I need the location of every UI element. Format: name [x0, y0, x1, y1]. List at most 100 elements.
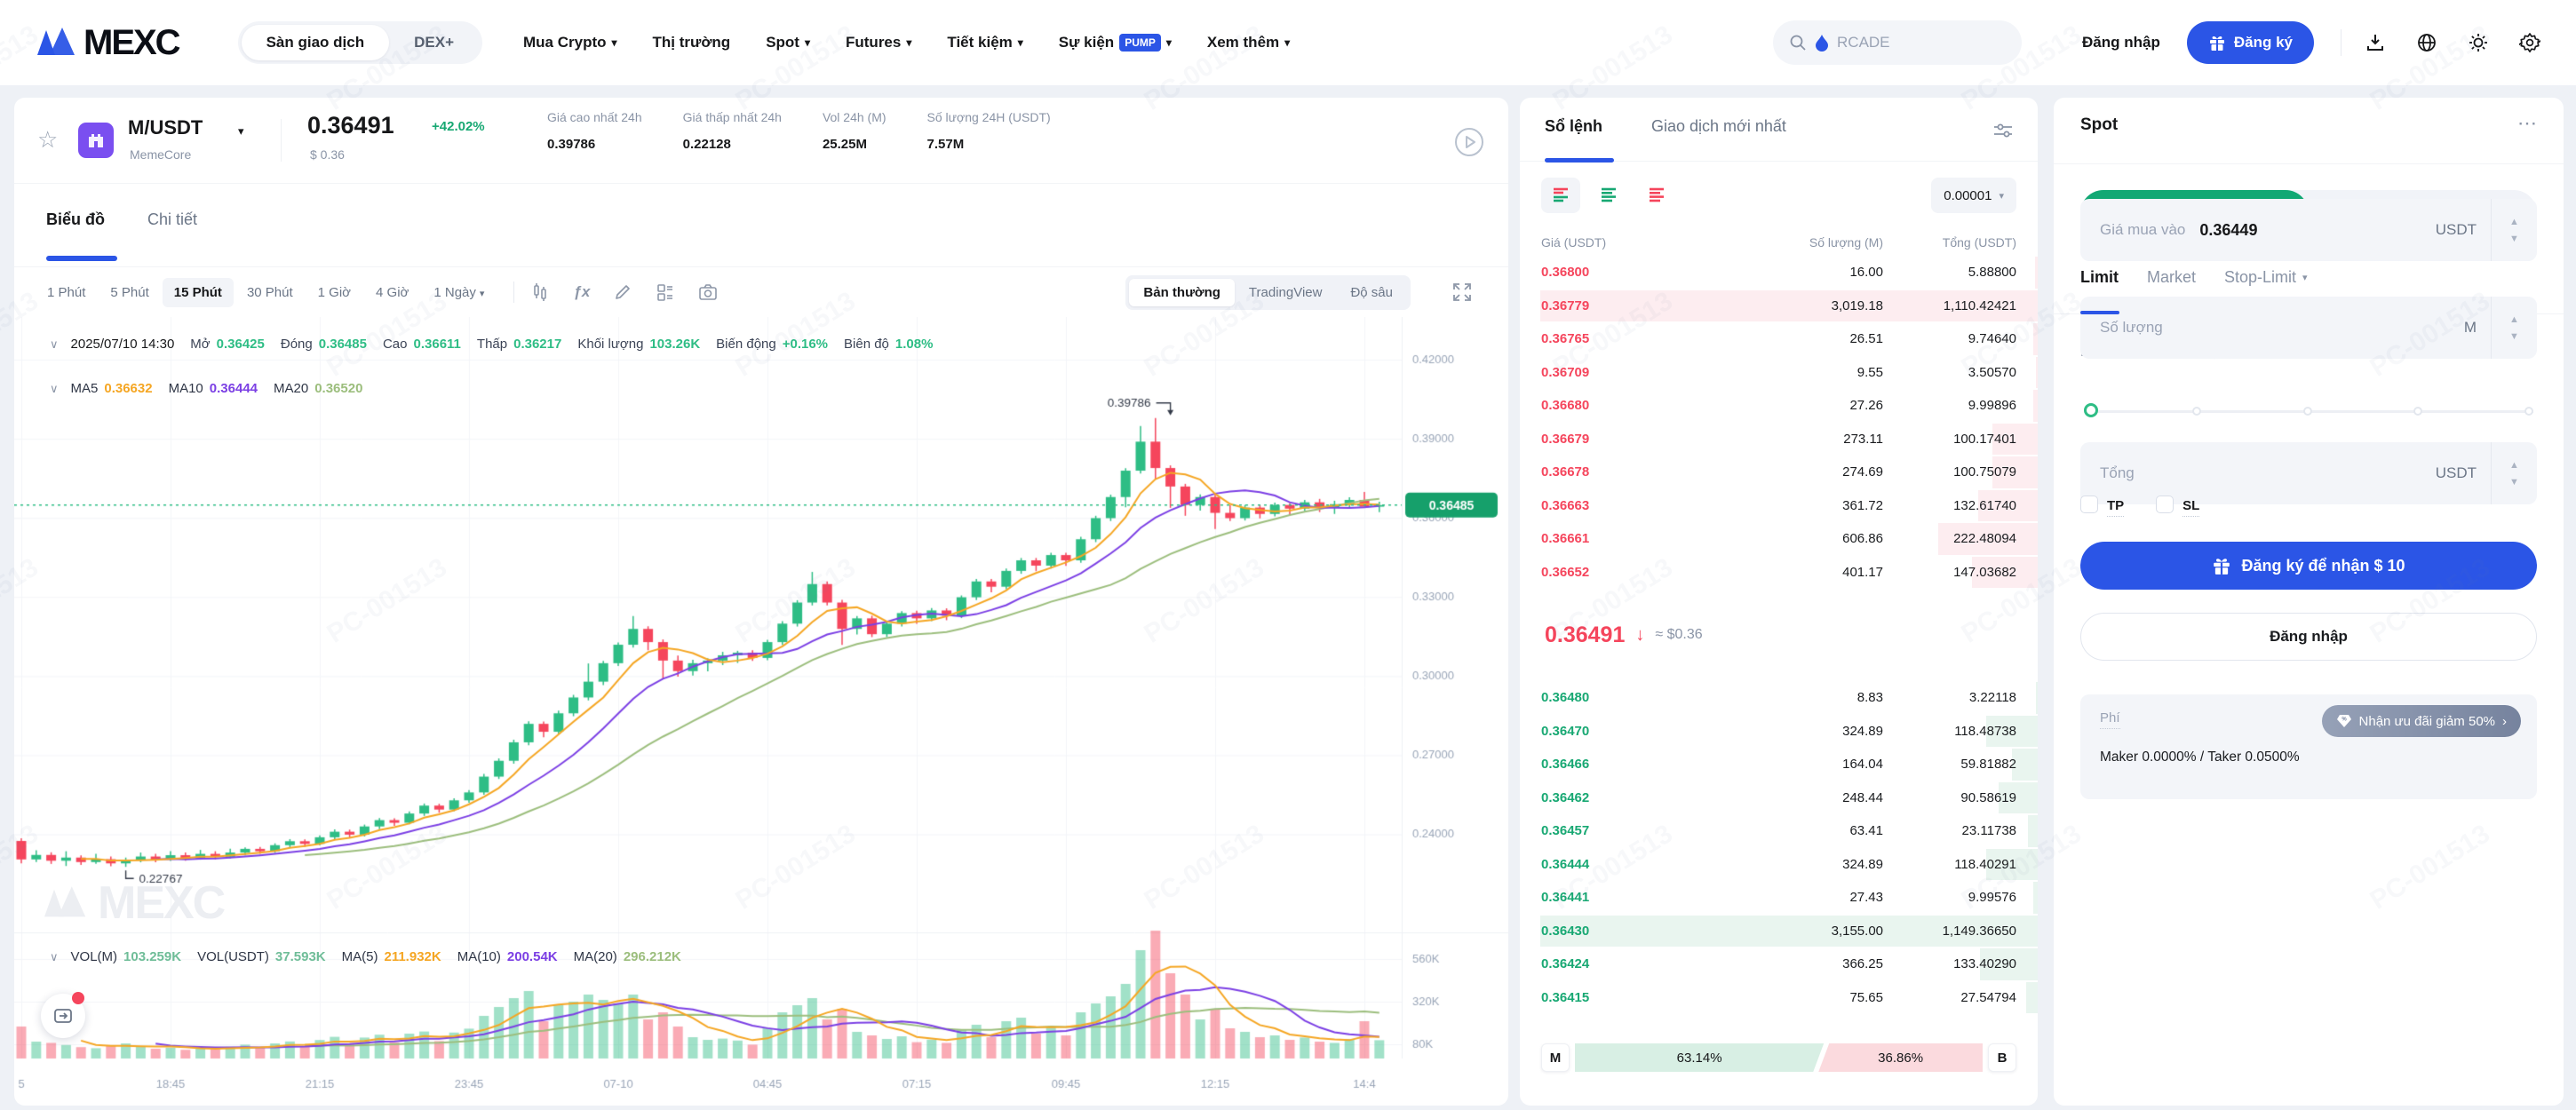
- bid-row-0[interactable]: 0.36480 8.83 3.22118: [1520, 681, 2038, 715]
- ask-row-4[interactable]: 0.36680 27.26 9.99896: [1520, 389, 2038, 423]
- total-field-label: Tổng: [2100, 464, 2135, 481]
- nav-item-2[interactable]: Spot ▾: [766, 34, 810, 52]
- slider-dot-25[interactable]: [2192, 407, 2201, 416]
- candlestick-chart[interactable]: ∨ 2025/07/10 14:30 Mở 0.36425 Đóng 0.36485 C…: [14, 317, 1508, 1106]
- bid-row-5[interactable]: 0.36444 324.89 118.40291: [1520, 848, 2038, 882]
- tutorial-play-icon[interactable]: [1453, 126, 1485, 158]
- ask-row-8[interactable]: 0.36661 606.86 222.48094: [1520, 522, 2038, 556]
- nav-item-6[interactable]: Xem thêm ▾: [1207, 34, 1290, 52]
- timeframe-label: 5 Phút: [110, 284, 149, 300]
- bid-row-6[interactable]: 0.36441 27.43 9.99576: [1520, 881, 2038, 915]
- replay-button[interactable]: [41, 992, 85, 1038]
- slider-dot-100[interactable]: [2524, 407, 2533, 416]
- bid-row-7[interactable]: 0.36430 3,155.00 1,149.36650: [1520, 915, 2038, 948]
- tab-dex-plus[interactable]: DEX+: [414, 34, 454, 51]
- nav-item-4[interactable]: Tiết kiệm ▾: [947, 34, 1022, 52]
- screenshot-camera-icon[interactable]: [698, 282, 718, 302]
- tab-bieu-do[interactable]: Biểu đồ: [46, 210, 105, 228]
- pair-dropdown-caret[interactable]: ▾: [238, 124, 244, 138]
- tab-stop-limit[interactable]: Stop-Limit ▾: [2224, 268, 2308, 286]
- slider-dot-50[interactable]: [2303, 407, 2312, 416]
- quantity-stepper[interactable]: ▲ ▼: [2491, 297, 2537, 359]
- order-price: 0.36652: [1541, 564, 1590, 580]
- timeframe-1-Ngày[interactable]: 1 Ngày ▾: [422, 278, 496, 307]
- download-app-icon[interactable]: [2365, 32, 2386, 53]
- timeframe-30-Phút[interactable]: 30 Phút: [235, 278, 305, 307]
- ask-row-5[interactable]: 0.36679 273.11 100.17401: [1520, 423, 2038, 456]
- signup-button[interactable]: Đăng ký: [2186, 21, 2314, 64]
- signup-reward-button[interactable]: Đăng ký để nhận $ 10: [2080, 542, 2537, 590]
- book-view-bids-icon[interactable]: [1589, 178, 1628, 213]
- tab-san-giao-dich[interactable]: Sàn giao dịch: [241, 25, 390, 60]
- layout-grid-icon[interactable]: [656, 282, 675, 302]
- price-field[interactable]: Giá mua vào 0.36449 USDT ▲ ▼: [2080, 199, 2537, 261]
- draw-pencil-icon[interactable]: [613, 282, 632, 302]
- quantity-field[interactable]: Số lượng M ▲ ▼: [2080, 297, 2537, 359]
- precision-dropdown[interactable]: 0.00001 ▾: [1931, 178, 2016, 213]
- search-input[interactable]: RCADE: [1773, 20, 2023, 65]
- slider-dot-75[interactable]: [2413, 407, 2422, 416]
- timeframe-1-Phút[interactable]: 1 Phút: [36, 278, 97, 307]
- tab-limit[interactable]: Limit: [2080, 268, 2119, 286]
- login-link[interactable]: Đăng nhập: [2082, 34, 2160, 51]
- bid-row-8[interactable]: 0.36424 366.25 133.40290: [1520, 947, 2038, 981]
- bid-row-1[interactable]: 0.36470 324.89 118.48738: [1520, 715, 2038, 749]
- order-qty: 8.83: [1856, 690, 1883, 706]
- fee-discount-badge[interactable]: % Nhận ưu đãi giảm 50% ›: [2321, 705, 2521, 737]
- nav-item-5[interactable]: Sự kiện PUMP ▾: [1059, 34, 1172, 52]
- tab-orderbook[interactable]: Sổ lệnh: [1545, 117, 1603, 135]
- tab-chi-tiet[interactable]: Chi tiết: [147, 210, 198, 228]
- slider-handle[interactable]: [2084, 403, 2098, 417]
- bid-row-3[interactable]: 0.36462 248.44 90.58619: [1520, 781, 2038, 815]
- ask-row-3[interactable]: 0.36709 9.55 3.50570: [1520, 356, 2038, 390]
- fee-label[interactable]: Phí: [2100, 710, 2120, 729]
- step-up-icon: ▲: [2509, 216, 2519, 227]
- price-stepper[interactable]: ▲ ▼: [2491, 199, 2537, 261]
- tab-latest-trades[interactable]: Giao dịch mới nhất: [1651, 117, 1786, 135]
- fullscreen-icon[interactable]: [1451, 281, 1473, 307]
- buy-ratio: 63.14%: [1575, 1043, 1824, 1072]
- book-view-asks-icon[interactable]: [1637, 178, 1676, 213]
- ask-row-7[interactable]: 0.36663 361.72 132.61740: [1520, 489, 2038, 523]
- timeframe-4-Giờ[interactable]: 4 Giờ: [364, 278, 420, 307]
- formula-fx-icon[interactable]: ƒx: [573, 283, 591, 300]
- chart-canvas[interactable]: [14, 317, 1508, 1106]
- bid-row-4[interactable]: 0.36457 63.41 23.11738: [1520, 814, 2038, 848]
- amount-slider[interactable]: [2084, 401, 2533, 421]
- timeframe-5-Phút[interactable]: 5 Phút: [99, 278, 160, 307]
- language-globe-icon[interactable]: [2416, 32, 2437, 53]
- order-total: 118.48738: [1954, 723, 2016, 739]
- settings-gear-icon[interactable]: [2519, 32, 2540, 53]
- bid-row-2[interactable]: 0.36466 164.04 59.81882: [1520, 748, 2038, 781]
- total-field[interactable]: Tổng USDT ▲ ▼: [2080, 442, 2537, 504]
- step-up-icon: ▲: [2509, 459, 2519, 471]
- orderbook-settings-icon[interactable]: [1992, 119, 2015, 147]
- chart-mode-1[interactable]: TradingView: [1248, 285, 1323, 300]
- timeframe-15-Phút[interactable]: 15 Phút: [162, 277, 234, 307]
- theme-toggle-icon[interactable]: [2468, 32, 2489, 53]
- nav-item-3[interactable]: Futures ▾: [846, 34, 911, 52]
- tp-checkbox[interactable]: [2080, 496, 2098, 513]
- ask-row-2[interactable]: 0.36765 26.51 9.74640: [1520, 322, 2038, 356]
- indicator-icon[interactable]: [530, 282, 550, 302]
- chart-mode-0[interactable]: Bản thường: [1129, 279, 1235, 306]
- ask-row-1[interactable]: 0.36779 3,019.18 1,110.42421: [1520, 289, 2038, 323]
- ask-row-6[interactable]: 0.36678 274.69 100.75079: [1520, 456, 2038, 489]
- login-button[interactable]: Đăng nhập: [2080, 613, 2537, 661]
- price-change-24h: +42.02%: [432, 119, 485, 134]
- ask-row-9[interactable]: 0.36652 401.17 147.03682: [1520, 556, 2038, 590]
- ask-row-0[interactable]: 0.36800 16.00 5.88800: [1520, 256, 2038, 289]
- tab-market[interactable]: Market: [2147, 268, 2197, 286]
- more-menu-icon[interactable]: ⋯: [2517, 112, 2539, 134]
- book-view-both-icon[interactable]: [1541, 178, 1580, 213]
- timeframe-1-Giờ[interactable]: 1 Giờ: [306, 278, 362, 307]
- nav-item-1[interactable]: Thị trường: [653, 34, 731, 52]
- total-stepper[interactable]: ▲ ▼: [2491, 442, 2537, 504]
- chart-mode-2[interactable]: Độ sâu: [1350, 285, 1393, 300]
- sl-checkbox[interactable]: [2156, 496, 2174, 513]
- nav-item-0[interactable]: Mua Crypto ▾: [523, 34, 617, 52]
- favorite-star-icon[interactable]: ☆: [37, 126, 59, 153]
- mid-price-row[interactable]: 0.36491 ↓ ≈ $0.36: [1520, 589, 2038, 681]
- bid-row-9[interactable]: 0.36415 75.65 27.54794: [1520, 981, 2038, 1015]
- mexc-logo[interactable]: MEXC: [36, 23, 181, 63]
